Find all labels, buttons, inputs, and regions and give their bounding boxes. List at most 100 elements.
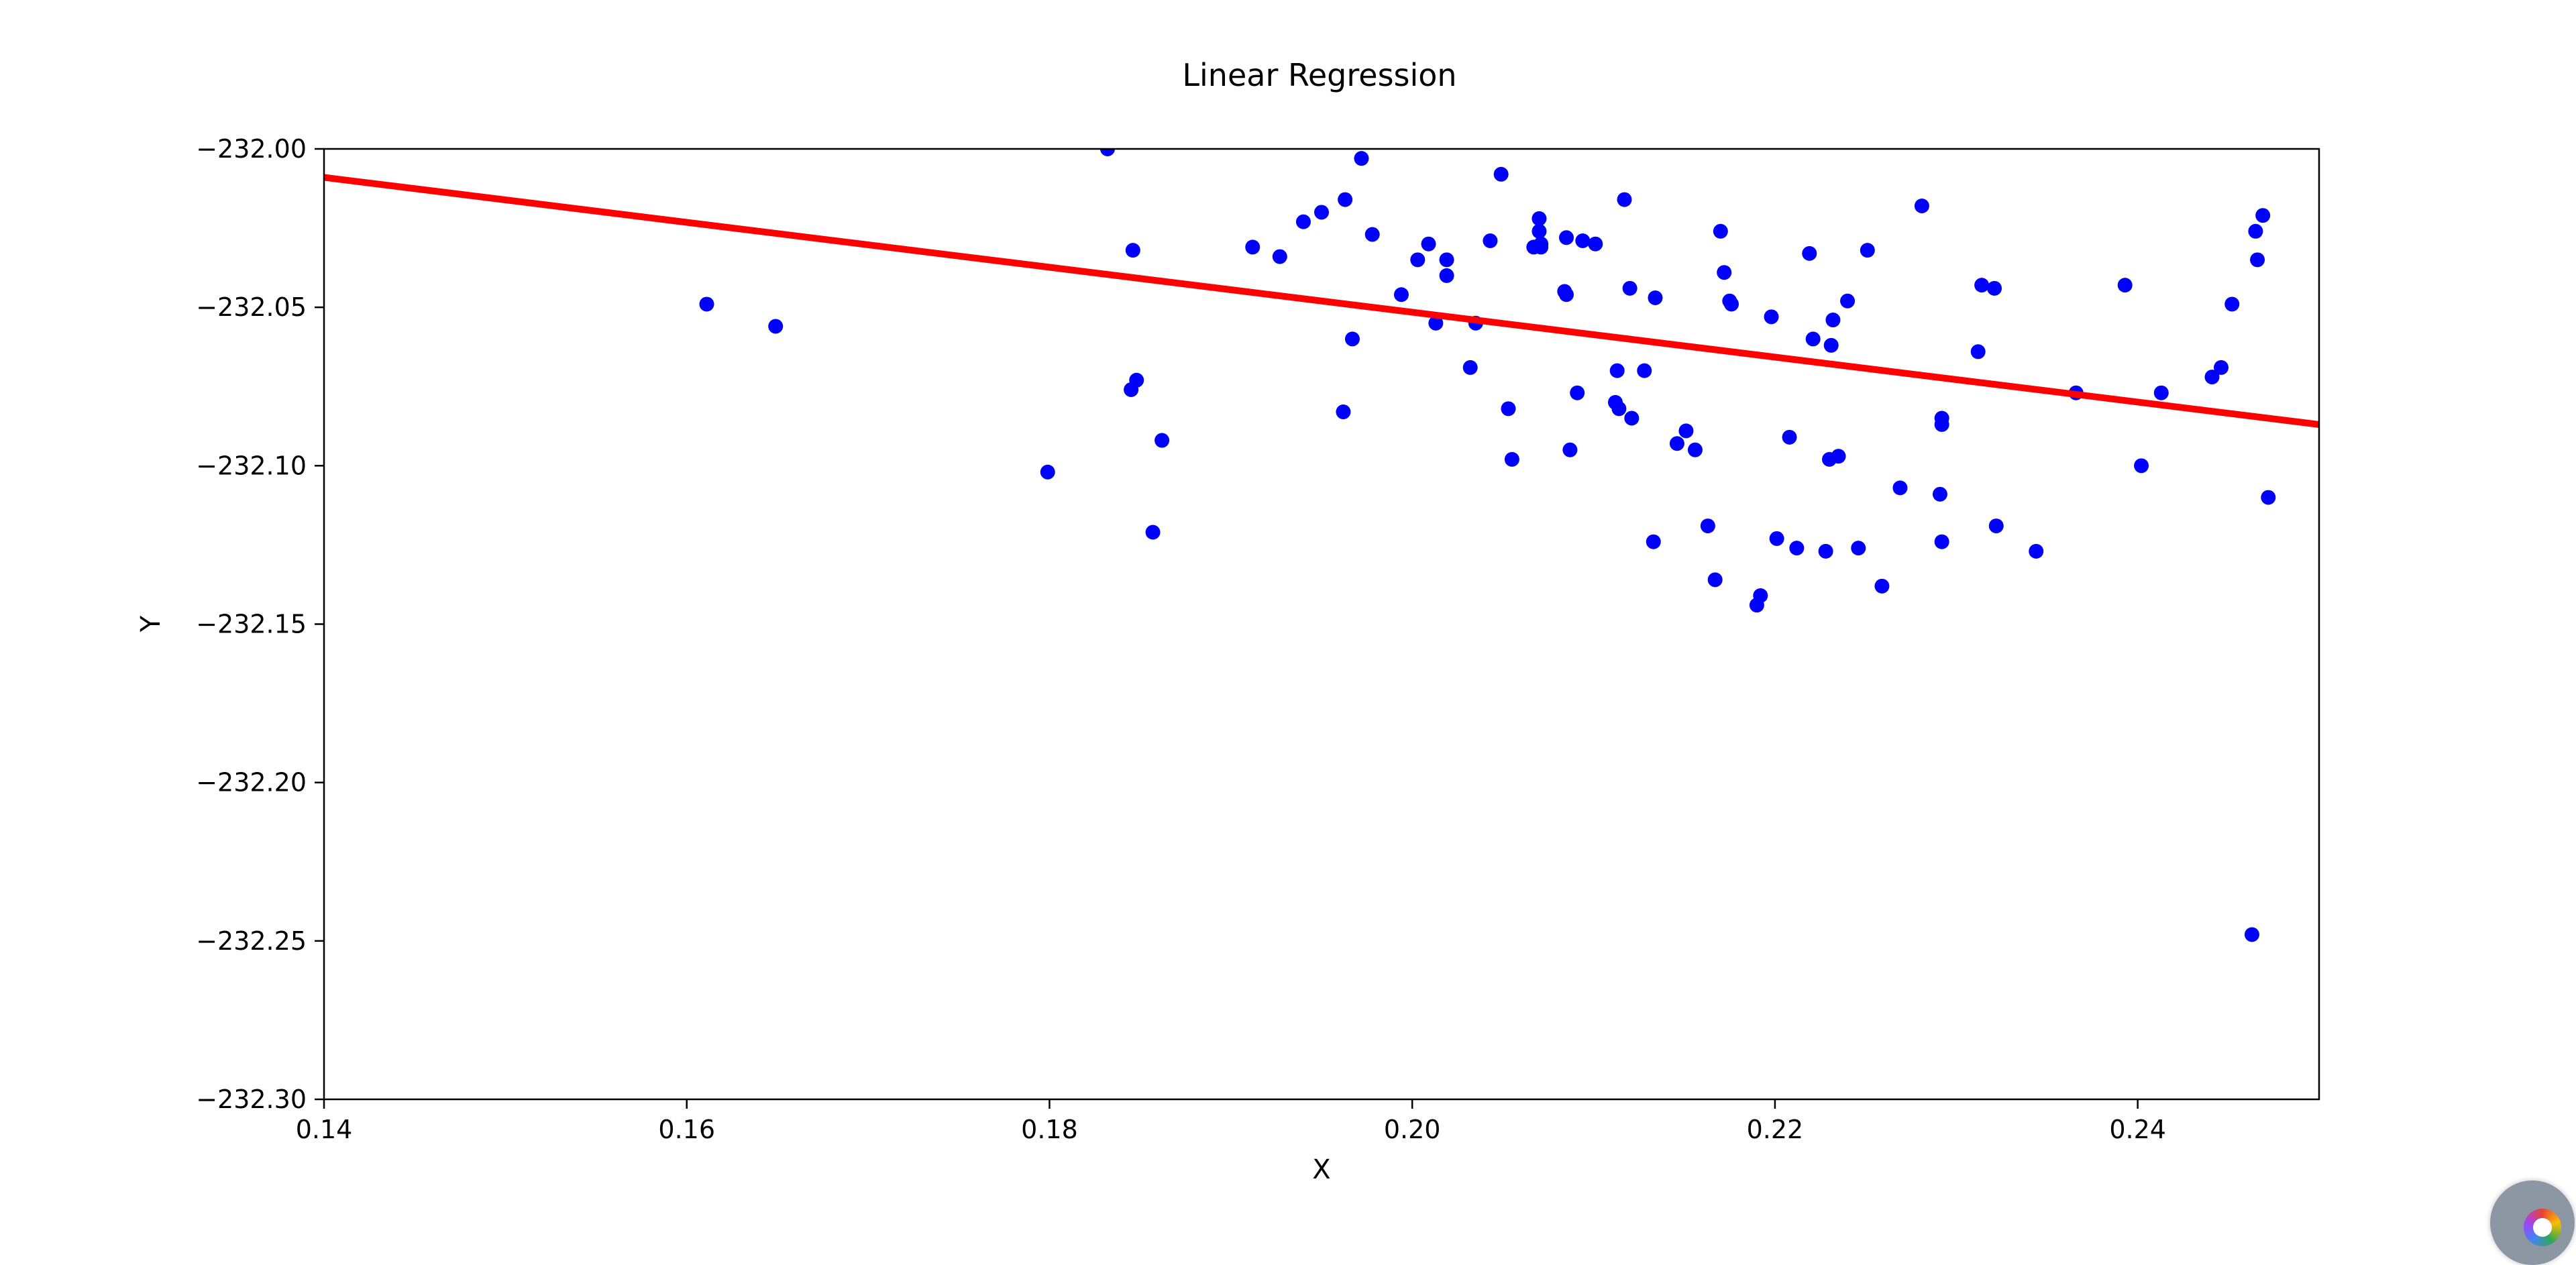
x-tick-label: 0.20 bbox=[1384, 1115, 1441, 1144]
data-point bbox=[2117, 278, 2133, 293]
data-point bbox=[1338, 192, 1353, 207]
data-point bbox=[1155, 433, 1170, 448]
data-point bbox=[1764, 309, 1779, 325]
data-point bbox=[2248, 223, 2263, 239]
plot-area bbox=[323, 148, 2320, 1101]
y-axis-title: Y bbox=[136, 615, 166, 632]
data-point bbox=[1988, 518, 2004, 534]
data-point bbox=[1493, 166, 1509, 182]
data-point bbox=[1713, 223, 1728, 239]
data-point bbox=[2261, 490, 2276, 505]
data-point bbox=[1617, 192, 1632, 207]
data-point bbox=[1914, 199, 1929, 214]
data-point bbox=[1624, 410, 1640, 426]
data-point bbox=[2250, 252, 2265, 268]
x-axis-title: X bbox=[1312, 1154, 1330, 1185]
y-tick-label: −232.20 bbox=[196, 768, 307, 798]
data-point bbox=[1769, 531, 1784, 546]
data-point bbox=[1823, 337, 1839, 353]
data-point bbox=[1934, 417, 1949, 432]
data-point bbox=[1364, 227, 1380, 242]
y-tick-label: −232.00 bbox=[196, 134, 307, 164]
data-point bbox=[1932, 486, 1947, 502]
data-point bbox=[2224, 296, 2240, 312]
data-point bbox=[1272, 249, 1287, 264]
data-point bbox=[2029, 543, 2044, 559]
y-tick-label: −232.25 bbox=[196, 926, 307, 956]
data-point bbox=[1588, 236, 1603, 252]
data-point bbox=[1724, 296, 1739, 312]
data-point bbox=[1421, 236, 1436, 252]
data-point bbox=[1558, 230, 1574, 245]
data-point bbox=[1818, 543, 1833, 559]
data-point bbox=[1501, 401, 1516, 417]
data-point bbox=[1354, 151, 1369, 166]
data-point bbox=[1646, 534, 1661, 549]
data-point bbox=[1558, 287, 1574, 302]
data-point bbox=[1831, 449, 1846, 464]
data-point bbox=[1314, 205, 1329, 220]
assistant-launcher-icon[interactable] bbox=[2490, 1180, 2575, 1265]
data-point bbox=[2134, 458, 2149, 474]
data-point bbox=[2214, 360, 2229, 375]
data-point bbox=[1344, 331, 1360, 347]
data-point bbox=[768, 319, 784, 334]
data-point bbox=[1840, 293, 1856, 309]
data-point bbox=[1851, 541, 1866, 556]
data-point bbox=[2244, 927, 2259, 942]
data-point bbox=[1125, 243, 1140, 258]
data-point bbox=[1974, 278, 1990, 293]
data-point bbox=[1637, 363, 1652, 378]
data-point bbox=[1970, 344, 1986, 360]
data-point bbox=[1717, 265, 1732, 280]
x-tick-label: 0.16 bbox=[658, 1115, 715, 1144]
data-point bbox=[1099, 149, 1115, 156]
data-point bbox=[1622, 280, 1638, 296]
data-point bbox=[1534, 236, 1549, 252]
y-tick-label: −232.30 bbox=[196, 1085, 307, 1114]
data-point bbox=[1245, 239, 1260, 255]
regression-line-layer bbox=[324, 174, 2319, 428]
data-point bbox=[1575, 233, 1591, 248]
data-point bbox=[1462, 360, 1478, 375]
data-point bbox=[1562, 442, 1578, 457]
data-point bbox=[1336, 404, 1351, 420]
data-point bbox=[1687, 442, 1703, 457]
data-point bbox=[1860, 243, 1875, 258]
data-point bbox=[1802, 245, 1817, 261]
data-point bbox=[2255, 208, 2271, 223]
x-tick-label: 0.24 bbox=[2109, 1115, 2166, 1144]
data-point bbox=[1669, 436, 1684, 451]
data-point bbox=[1874, 578, 1890, 594]
data-point bbox=[1483, 233, 1498, 248]
data-point bbox=[1393, 287, 1409, 302]
data-point bbox=[1678, 423, 1694, 439]
data-point bbox=[1700, 518, 1715, 534]
x-tick-label: 0.14 bbox=[296, 1115, 353, 1144]
data-point bbox=[1439, 268, 1454, 283]
data-point bbox=[2153, 385, 2169, 400]
data-point bbox=[1892, 480, 1908, 496]
data-point bbox=[1934, 534, 1949, 549]
data-point bbox=[1570, 385, 1585, 400]
data-point bbox=[2204, 370, 2220, 385]
x-tick-label: 0.18 bbox=[1021, 1115, 1078, 1144]
scatter-points bbox=[699, 149, 2276, 942]
data-point bbox=[1753, 588, 1768, 603]
linear-regression-chart: Linear Regression 0.14 0.16 0.18 0.20 0.22 0.… bbox=[136, 57, 2320, 1185]
data-point bbox=[1410, 252, 1426, 268]
data-point bbox=[1532, 211, 1547, 226]
data-point bbox=[1611, 401, 1627, 417]
y-axis: −232.00 −232.05 −232.10 −232.15 −232.20 −232.… bbox=[196, 134, 324, 1114]
data-point bbox=[1648, 290, 1663, 305]
data-point bbox=[699, 296, 714, 312]
chart-title: Linear Regression bbox=[1182, 57, 1456, 93]
data-point bbox=[1609, 363, 1625, 378]
data-point bbox=[1825, 313, 1841, 328]
data-point bbox=[1439, 252, 1454, 268]
data-point bbox=[1145, 525, 1161, 540]
plot-frame bbox=[323, 148, 2320, 1101]
data-point bbox=[1789, 541, 1805, 556]
regression-line bbox=[324, 174, 2319, 428]
y-tick-label: −232.05 bbox=[196, 292, 307, 322]
